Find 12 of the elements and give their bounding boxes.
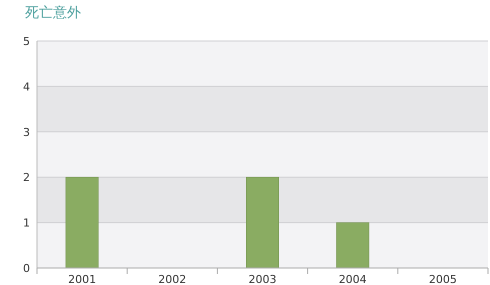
y-tick-label: 0 bbox=[23, 262, 30, 275]
y-tick-label: 2 bbox=[23, 171, 30, 184]
y-tick-label: 5 bbox=[23, 35, 30, 48]
y-tick-label: 4 bbox=[23, 80, 30, 94]
x-tick-label: 2002 bbox=[158, 273, 186, 285]
x-tick-label: 2001 bbox=[68, 273, 96, 285]
x-tick-label: 2003 bbox=[248, 273, 276, 285]
x-tick-label: 2004 bbox=[338, 273, 367, 285]
y-tick-label: 1 bbox=[23, 216, 30, 230]
y-tick-label: 3 bbox=[23, 126, 30, 139]
x-tick-label: 2005 bbox=[428, 273, 457, 285]
chart-title: 死亡意外 bbox=[25, 5, 81, 21]
